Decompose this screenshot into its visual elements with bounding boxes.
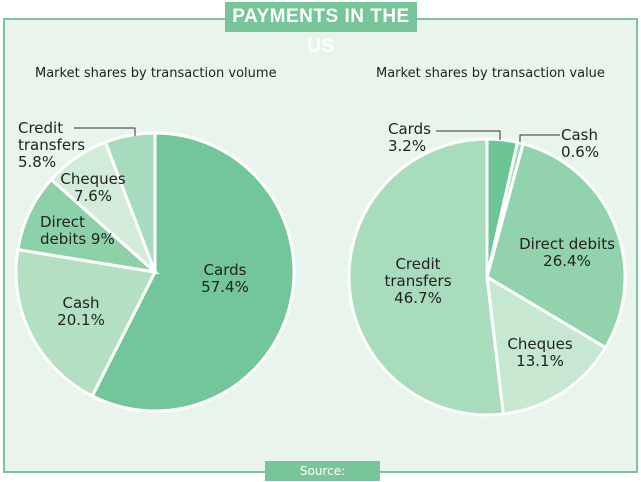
category-label: Cheques <box>507 335 573 353</box>
title: PAYMENTS IN THE US <box>225 2 417 57</box>
value-label: 5.8% <box>18 153 57 171</box>
slice-label: Cheques 7.6% <box>58 171 128 205</box>
source: Source: GlobalData <box>265 461 380 481</box>
category-label: Credit transfers <box>384 255 452 290</box>
slice-label: Cards 57.4% <box>200 262 250 296</box>
chart-subtitle: Market shares by transaction value <box>376 66 605 81</box>
value-label: 7.6% <box>73 187 113 205</box>
pie-slice <box>16 177 160 275</box>
slice-label: Cash 0.6% <box>561 127 611 161</box>
chart-subtitle: Market shares by transaction volume <box>35 66 277 81</box>
slice-label: Direct debits 26.4% <box>512 236 622 270</box>
category-label: Direct debits <box>40 213 87 248</box>
slice-label: Cheques 13.1% <box>504 336 576 370</box>
pie-slice <box>485 274 608 416</box>
slice-label: Cash 20.1% <box>56 295 106 329</box>
subtitle-text: Market shares by transaction volume <box>35 66 277 81</box>
value-label: 20.1% <box>57 311 105 329</box>
value-label: 57.4% <box>201 278 249 296</box>
slice-label: Credit transfers 46.7% <box>378 256 458 307</box>
pie-slice <box>103 131 157 273</box>
pie-slice <box>90 131 296 413</box>
slice-label: Direct debits 9% <box>40 214 120 248</box>
category-label: Cards <box>388 120 431 138</box>
value-label: 0.6% <box>561 143 600 161</box>
leader-line <box>519 134 560 142</box>
value-label: 3.2% <box>388 137 427 155</box>
leader-line <box>436 130 501 140</box>
value-label: 46.7% <box>394 289 442 307</box>
subtitle-text: Market shares by transaction value <box>376 66 605 81</box>
pie-slice <box>347 137 506 417</box>
slice-label: Credit transfers 5.8% <box>18 120 88 171</box>
value-label: 9% <box>90 230 115 248</box>
slice-label: Cards 3.2% <box>388 121 438 155</box>
value-label: 13.1% <box>516 352 564 370</box>
leader-line <box>74 127 136 136</box>
category-label: Cash <box>62 294 100 312</box>
category-label: Cards <box>203 261 247 279</box>
category-label: Cash <box>561 126 598 144</box>
category-label: Direct debits <box>519 235 615 253</box>
value-label: 26.4% <box>543 252 591 270</box>
category-label: Credit transfers <box>18 119 86 154</box>
category-label: Cheques <box>60 170 126 188</box>
pie-slice <box>14 247 158 399</box>
